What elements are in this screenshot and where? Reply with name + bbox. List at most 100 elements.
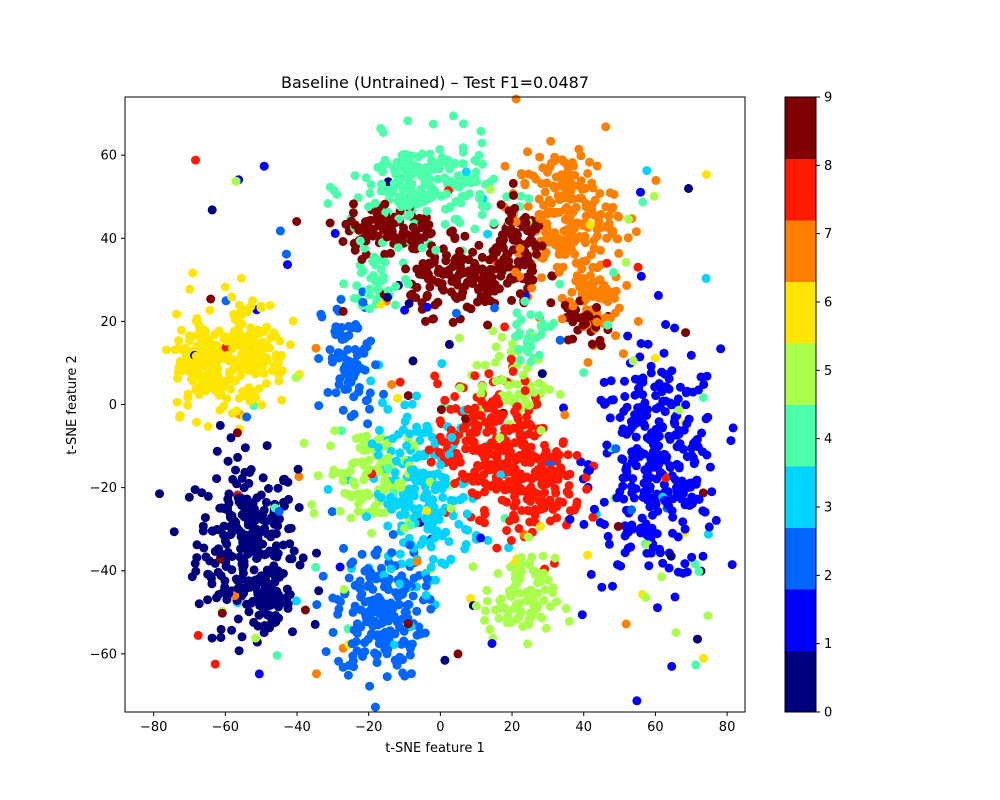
scatter-point bbox=[325, 345, 335, 355]
scatter-point bbox=[568, 301, 578, 311]
scatter-point bbox=[401, 150, 411, 159]
scatter-point bbox=[601, 313, 611, 323]
scatter-point bbox=[623, 214, 633, 224]
scatter-point bbox=[221, 376, 231, 386]
scatter-point bbox=[403, 619, 413, 629]
scatter-point bbox=[348, 208, 358, 218]
scatter-point bbox=[488, 252, 498, 262]
scatter-point bbox=[504, 543, 514, 553]
scatter-point bbox=[331, 388, 341, 398]
scatter-point bbox=[226, 433, 236, 443]
scatter-point bbox=[540, 250, 550, 260]
scatter-point bbox=[670, 413, 680, 422]
scatter-point bbox=[658, 558, 668, 568]
scatter-point bbox=[667, 661, 677, 671]
scatter-point bbox=[648, 542, 658, 552]
scatter-point bbox=[383, 585, 393, 595]
scatter-point bbox=[627, 488, 637, 498]
scatter-point bbox=[365, 681, 375, 691]
scatter-point bbox=[155, 489, 164, 499]
scatter-point bbox=[498, 410, 508, 420]
scatter-point bbox=[370, 198, 380, 208]
scatter-point bbox=[440, 560, 450, 569]
scatter-point bbox=[252, 493, 262, 503]
scatter-point bbox=[472, 360, 482, 370]
scatter-point bbox=[470, 403, 480, 413]
scatter-point bbox=[690, 559, 700, 569]
scatter-point bbox=[633, 262, 643, 272]
scatter-point bbox=[470, 273, 480, 283]
scatter-point bbox=[620, 548, 630, 558]
scatter-point bbox=[200, 352, 210, 362]
scatter-point bbox=[412, 557, 422, 567]
scatter-point bbox=[642, 491, 652, 501]
scatter-point bbox=[238, 538, 248, 547]
scatter-point bbox=[630, 390, 640, 400]
scatter-point bbox=[376, 265, 386, 274]
scatter-point bbox=[478, 294, 487, 304]
scatter-point bbox=[421, 316, 430, 326]
scatter-point bbox=[281, 593, 291, 603]
scatter-point bbox=[592, 302, 602, 312]
scatter-point bbox=[562, 471, 572, 481]
scatter-point bbox=[521, 218, 531, 228]
scatter-point bbox=[420, 218, 429, 228]
scatter-point bbox=[450, 392, 460, 401]
scatter-point bbox=[500, 485, 510, 495]
scatter-point bbox=[583, 169, 593, 178]
scatter-point bbox=[421, 192, 431, 202]
scatter-point bbox=[480, 478, 490, 488]
scatter-point bbox=[530, 240, 540, 249]
scatter-point bbox=[632, 696, 642, 706]
scatter-point bbox=[681, 328, 691, 338]
scatter-point bbox=[440, 219, 450, 229]
scatter-point bbox=[272, 651, 282, 660]
scatter-point bbox=[430, 371, 440, 381]
scatter-point bbox=[610, 308, 620, 318]
scatter-point bbox=[173, 374, 182, 383]
scatter-point bbox=[328, 593, 338, 603]
colorbar-tick-label: 9 bbox=[824, 91, 832, 106]
scatter-point bbox=[261, 497, 271, 507]
scatter-point bbox=[612, 234, 622, 244]
scatter-point bbox=[216, 633, 226, 642]
scatter-point bbox=[233, 614, 243, 624]
scatter-point bbox=[201, 552, 211, 562]
scatter-point bbox=[336, 295, 346, 304]
colorbar-tick-label: 3 bbox=[824, 501, 832, 516]
scatter-point bbox=[562, 239, 572, 249]
scatter-point bbox=[630, 410, 640, 420]
scatter-point bbox=[438, 492, 448, 502]
scatter-point bbox=[486, 460, 496, 470]
scatter-point bbox=[174, 336, 184, 346]
scatter-point bbox=[383, 463, 393, 473]
scatter-point bbox=[356, 268, 366, 278]
x-tick-label: −80 bbox=[140, 720, 167, 735]
scatter-point bbox=[482, 427, 492, 437]
scatter-point bbox=[640, 398, 650, 408]
scatter-point bbox=[506, 347, 516, 357]
scatter-point bbox=[560, 410, 570, 420]
scatter-point bbox=[191, 566, 201, 576]
scatter-point bbox=[429, 502, 439, 512]
scatter-point bbox=[330, 426, 339, 436]
scatter-point bbox=[524, 169, 534, 179]
colorbar-segment bbox=[785, 466, 816, 528]
scatter-point bbox=[673, 394, 683, 404]
scatter-point bbox=[369, 252, 379, 262]
scatter-point bbox=[550, 228, 560, 238]
scatter-point bbox=[192, 540, 202, 550]
scatter-point bbox=[614, 212, 624, 222]
scatter-point bbox=[237, 473, 247, 483]
scatter-point bbox=[581, 256, 591, 266]
scatter-point bbox=[338, 405, 348, 415]
colorbar-segment bbox=[785, 404, 816, 467]
y-tick-label: 20 bbox=[100, 315, 117, 330]
scatter-point bbox=[398, 589, 408, 599]
scatter-point bbox=[403, 599, 413, 609]
scatter-point bbox=[444, 450, 454, 460]
scatter-point bbox=[376, 508, 386, 518]
scatter-point bbox=[279, 476, 289, 486]
scatter-point bbox=[490, 605, 500, 615]
scatter-point bbox=[421, 581, 431, 591]
